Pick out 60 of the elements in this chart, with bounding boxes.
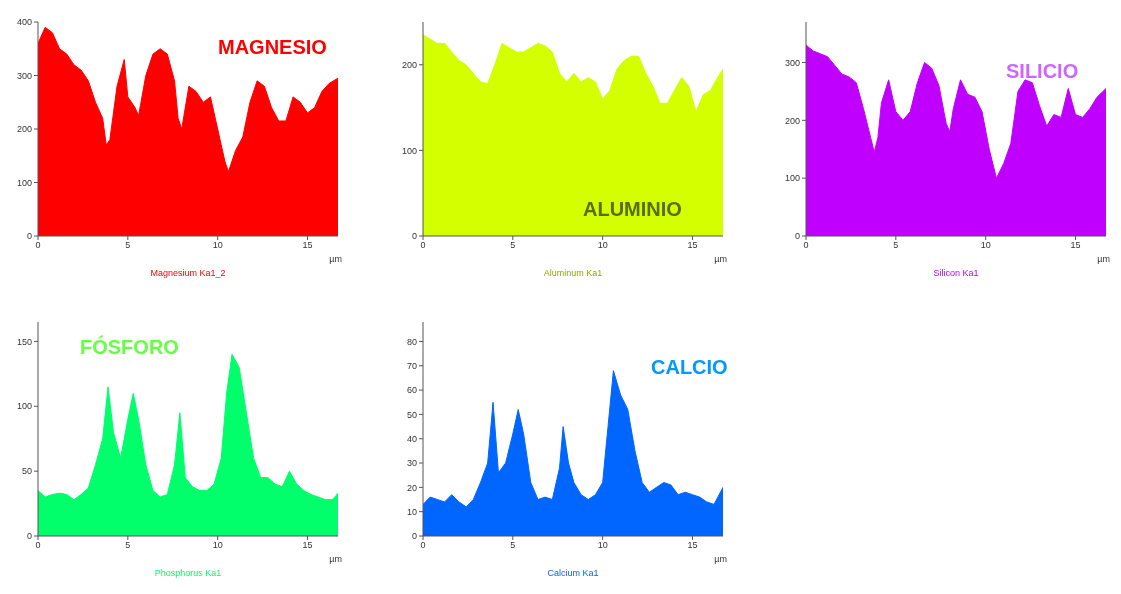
x-tick-label: 15 [302, 240, 313, 251]
text: MAGNESIO [218, 36, 327, 59]
y-tick-label: 400 [16, 17, 32, 28]
text: Silicon Ka1 [932, 268, 980, 278]
x-tick-label: 5 [125, 540, 131, 551]
y-tick-label: 40 [406, 433, 417, 444]
x-tick-label: 15 [687, 240, 698, 251]
y-tick-label: 0 [26, 531, 32, 542]
text: FÓSFORO [80, 336, 179, 359]
x-tick-label: 15 [302, 540, 313, 551]
x-tick-label: 0 [420, 540, 426, 551]
y-tick-label: 30 [406, 458, 417, 469]
y-tick-label: 100 [401, 145, 417, 156]
y-tick-label: 0 [26, 231, 32, 242]
y-tick-label: 20 [406, 482, 417, 493]
y-tick-label: 50 [21, 466, 32, 477]
x-axis-title: µm [1097, 254, 1110, 264]
x-tick-label: 15 [1070, 240, 1081, 251]
x-tick-label: 0 [803, 240, 809, 251]
x-tick-label: 10 [980, 240, 991, 251]
x-tick-label: 15 [687, 540, 698, 551]
text: Calcium Ka1 [546, 568, 600, 578]
x-tick-label: 0 [35, 540, 41, 551]
x-tick-label: 0 [35, 240, 41, 251]
y-tick-label: 100 [16, 177, 32, 188]
y-tick-label: 100 [784, 173, 800, 184]
x-tick-label: 10 [597, 540, 608, 551]
x-axis-title: µm [714, 554, 727, 564]
y-tick-label: 200 [401, 59, 417, 70]
y-tick-label: 80 [406, 336, 417, 347]
x-axis-title: µm [329, 254, 342, 264]
text: CALCIO [651, 356, 728, 379]
x-tick-label: 5 [125, 240, 131, 251]
y-tick-label: 50 [406, 409, 417, 420]
x-tick-label: 5 [510, 540, 516, 551]
y-tick-label: 0 [411, 531, 417, 542]
y-tick-label: 200 [784, 115, 800, 126]
text: ALUMINIO [583, 198, 682, 221]
x-axis-title: µm [714, 254, 727, 264]
y-tick-label: 70 [406, 360, 417, 371]
y-tick-label: 200 [16, 124, 32, 135]
text: Phosphorus Ka1 [153, 568, 223, 578]
y-tick-label: 0 [794, 231, 800, 242]
x-tick-label: 0 [420, 240, 426, 251]
x-tick-label: 5 [893, 240, 899, 251]
x-tick-label: 10 [212, 240, 223, 251]
x-tick-label: 5 [510, 240, 516, 251]
y-tick-label: 0 [411, 231, 417, 242]
text: Aluminum Ka1 [542, 268, 604, 278]
y-tick-label: 10 [406, 506, 417, 517]
y-tick-label: 150 [16, 336, 32, 347]
text: SILICIO [1006, 60, 1079, 83]
y-tick-label: 300 [784, 57, 800, 68]
y-tick-label: 60 [406, 385, 417, 396]
text: Magnesium Ka1_2 [149, 268, 227, 278]
x-tick-label: 10 [597, 240, 608, 251]
x-axis-title: µm [329, 554, 342, 564]
y-tick-label: 100 [16, 401, 32, 412]
y-tick-label: 300 [16, 70, 32, 81]
x-tick-label: 10 [212, 540, 223, 551]
